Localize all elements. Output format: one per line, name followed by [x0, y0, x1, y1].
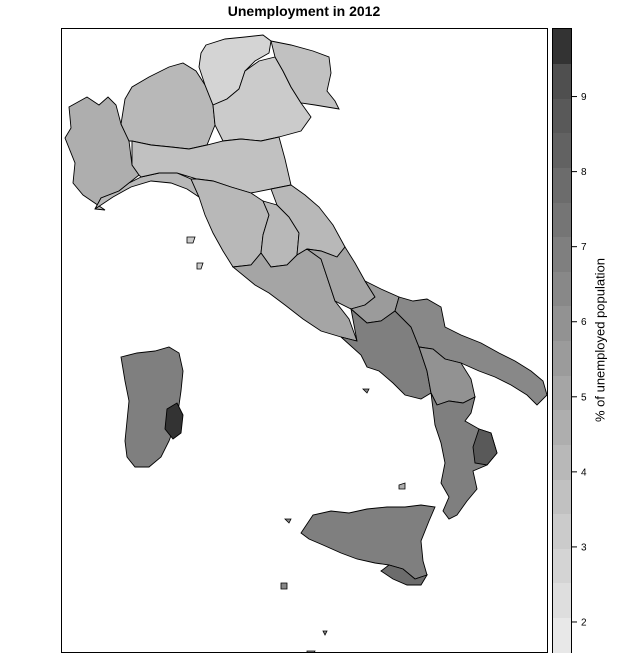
giglio-island	[196, 262, 204, 270]
region-toscana: Toscana	[190, 178, 270, 268]
colorbar-band	[553, 29, 571, 65]
colorbar-tick-label: 2	[581, 617, 587, 628]
ustica-island	[322, 630, 328, 636]
colorbar-band	[553, 305, 571, 342]
region-lombardia: Lombardia	[120, 62, 216, 150]
elba-island	[186, 236, 196, 244]
colorbar-band	[553, 340, 571, 376]
colorbar-tick-label: 7	[581, 242, 587, 253]
colorbar-band	[553, 271, 571, 307]
egadi-island	[284, 518, 292, 524]
colorbar-tick-label: 9	[581, 92, 587, 103]
colorbar-tick-label: 3	[581, 542, 587, 553]
lampedusa-island	[306, 650, 316, 652]
capri-island	[362, 388, 370, 394]
region-ogliastra: Ogliastra	[164, 402, 184, 440]
italy-map: Piemonte-Valle d'Aosta Lombardia Trentin…	[64, 34, 547, 652]
colorbar-band	[553, 202, 571, 238]
pantelleria-island	[280, 582, 288, 590]
colorbar-band	[553, 513, 571, 549]
colorbar	[552, 28, 572, 653]
colorbar-band	[553, 98, 571, 134]
region-sardegna: Sardegna	[120, 346, 184, 468]
colorbar-tick-label: 5	[581, 392, 587, 403]
region-emilia: Emilia-Romagna	[131, 136, 292, 194]
colorbar-band	[553, 63, 571, 99]
region-sicilia-se: Sicilia south-east	[380, 564, 429, 586]
colorbar-axis: 2 3 4 5 6 7 8 9	[572, 92, 587, 628]
map-panel: Piemonte-Valle d'Aosta Lombardia Trentin…	[61, 28, 548, 653]
region-friuli: Friuli-Venezia Giulia	[270, 40, 340, 110]
colorbar-band	[553, 409, 571, 445]
region-crotone: Crotone	[472, 428, 498, 466]
colorbar-band	[553, 582, 571, 618]
region-sicilia: Sicilia	[300, 504, 436, 580]
colorbar-band	[553, 478, 571, 515]
colorbar-band	[553, 132, 571, 169]
aeolian-island	[398, 482, 406, 490]
map-title: Unemployment in 2012	[227, 3, 381, 19]
colorbar-band	[553, 548, 571, 584]
colorbar-band	[553, 617, 571, 653]
colorbar-band	[553, 375, 571, 411]
colorbar-tick-label: 6	[581, 317, 587, 328]
colorbar-tick-label: 4	[581, 467, 587, 478]
colorbar-label: % of unemployed population	[592, 257, 608, 423]
colorbar-band	[553, 444, 571, 480]
colorbar-band	[553, 167, 571, 203]
region-calabria: Calabria	[430, 392, 498, 520]
colorbar-band	[553, 236, 571, 272]
colorbar-tick-label: 8	[581, 167, 587, 178]
